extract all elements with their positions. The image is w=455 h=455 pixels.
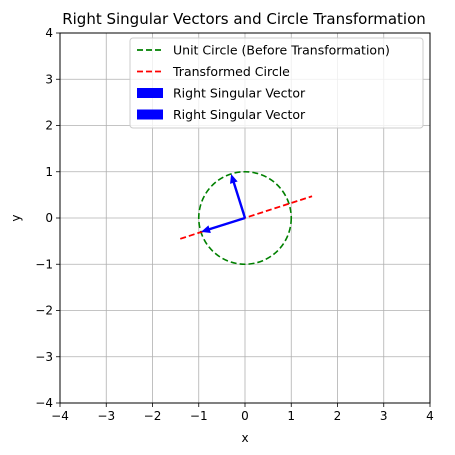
x-tick-label: 0 — [241, 409, 249, 423]
y-tick-label: 2 — [45, 119, 53, 133]
legend: Unit Circle (Before Transformation) Trans… — [129, 37, 424, 129]
y-tick-label: −2 — [35, 304, 53, 318]
x-tick-label: −4 — [51, 409, 69, 423]
legend-label: Right Singular Vector — [173, 86, 306, 101]
x-axis-label: x — [241, 431, 248, 445]
y-tick-label: 3 — [45, 72, 53, 86]
x-tick-label: 2 — [334, 409, 342, 423]
ticks: −4 −3 −2 −1 0 1 2 3 4 −4 −3 −2 −1 0 1 2 3 4 — [35, 26, 434, 423]
singular-vector-arrow-2 — [201, 216, 246, 233]
x-tick-label: 3 — [380, 409, 388, 423]
y-tick-label: −3 — [35, 350, 53, 364]
plot-area — [179, 170, 313, 266]
x-tick-label: 4 — [426, 409, 434, 423]
unit-circle — [197, 170, 293, 266]
legend-label: Right Singular Vector — [173, 107, 306, 122]
y-axis-label: y — [9, 214, 23, 221]
chart-title: Right Singular Vectors and Circle Transf… — [62, 10, 426, 28]
singular-vector-arrow-1 — [230, 174, 247, 219]
y-tick-label: −1 — [35, 257, 53, 271]
x-tick-label: −1 — [190, 409, 208, 423]
y-tick-label: −4 — [35, 396, 53, 410]
x-tick-label: −2 — [144, 409, 162, 423]
y-tick-label: 4 — [45, 26, 53, 40]
legend-box — [129, 37, 424, 129]
transformed-circle — [179, 195, 313, 240]
legend-label: Transformed Circle — [172, 64, 290, 79]
y-tick-label: 1 — [45, 165, 53, 179]
x-tick-label: 1 — [287, 409, 295, 423]
legend-swatch — [137, 109, 163, 120]
legend-label: Unit Circle (Before Transformation) — [173, 43, 390, 58]
x-tick-label: −3 — [97, 409, 115, 423]
legend-swatch — [137, 88, 163, 98]
y-tick-label: 0 — [45, 211, 53, 225]
